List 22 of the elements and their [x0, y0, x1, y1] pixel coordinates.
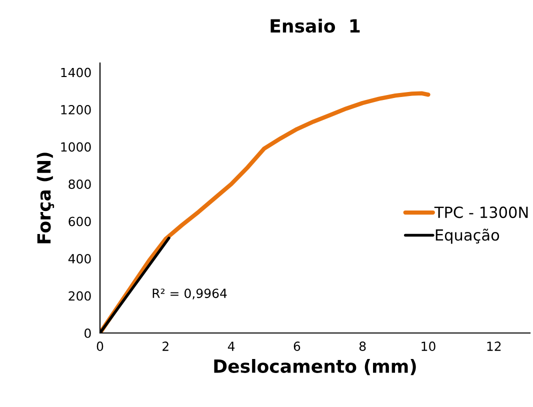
x-tick-label: 8: [359, 342, 366, 352]
x-tick-label: 2: [162, 342, 168, 351]
y-tick-label: 0: [84, 328, 91, 338]
line-series: [100, 91, 430, 333]
x-tick-label: 12: [487, 342, 501, 351]
y-axis-title: Força (N): [36, 152, 54, 244]
annotation: R² = 0,9964: [152, 288, 227, 300]
chart-title: Ensaio 1: [270, 18, 360, 33]
legend-label: TPC - 1300N: [434, 206, 528, 218]
y-tick-label: 200: [68, 291, 91, 301]
x-tick-label: 0: [96, 342, 104, 352]
y-tick-label: 1200: [61, 105, 91, 114]
x-tick-label: 10: [422, 342, 436, 352]
x-tick-label: 6: [294, 342, 300, 352]
legend-label: Equação: [436, 228, 500, 244]
y-tick-label: 800: [68, 180, 91, 189]
y-tick-label: 600: [68, 216, 91, 226]
y-tick-label: 1400: [61, 68, 91, 78]
x-axis-title: Deslocamento (mm): [214, 358, 416, 376]
y-tick-label: 400: [68, 254, 91, 264]
x-tick-label: 4: [228, 342, 235, 351]
y-tick-label: 1000: [61, 142, 91, 152]
